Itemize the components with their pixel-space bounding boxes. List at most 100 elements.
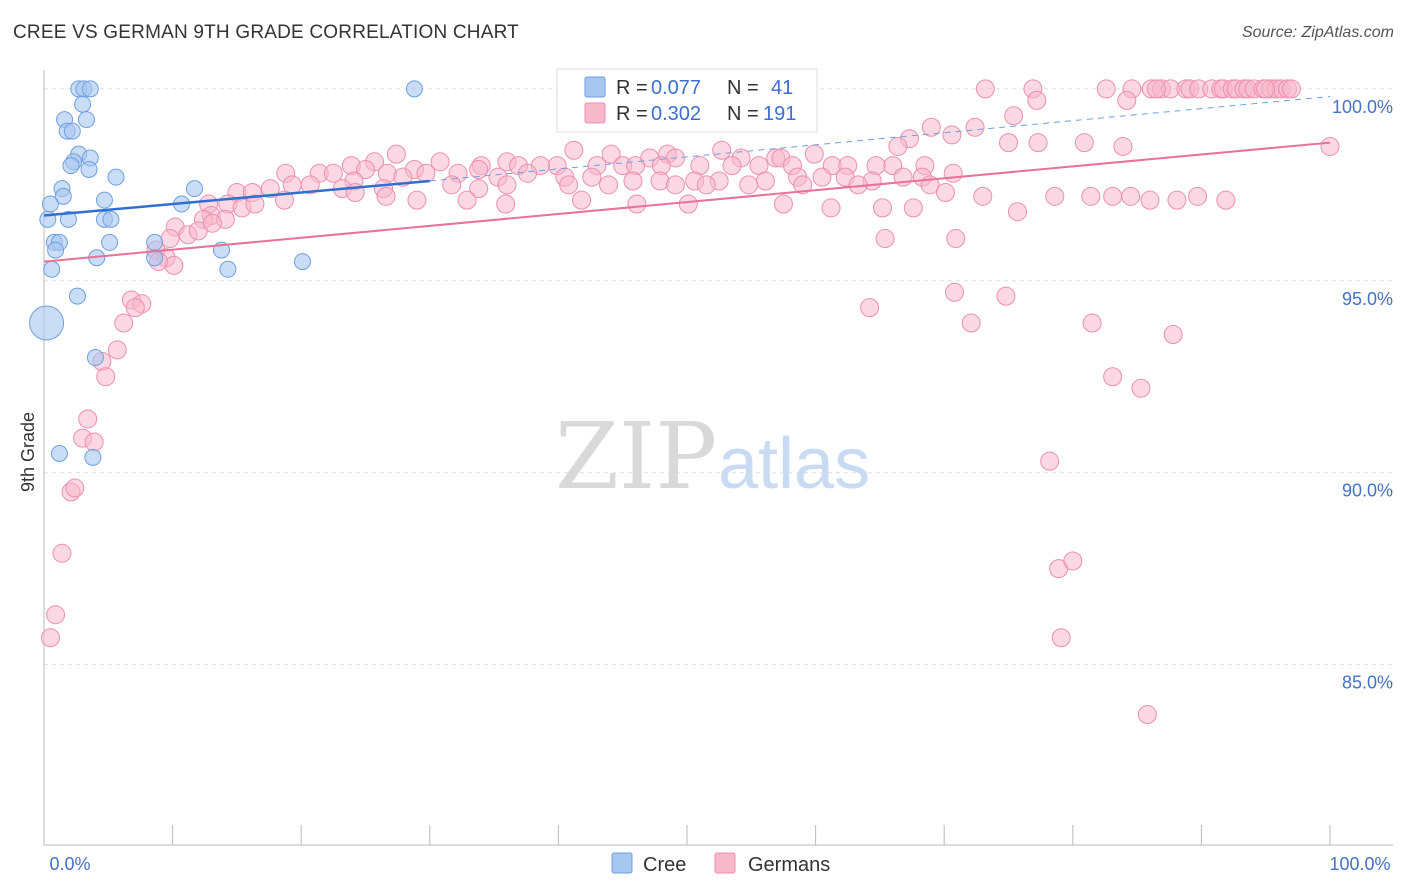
series-legend: Cree Germans — [611, 852, 830, 876]
german-point — [1131, 378, 1151, 398]
german-point — [712, 140, 732, 160]
legend-r-value-germans: 0.302 — [651, 103, 701, 125]
cree-point — [185, 180, 203, 198]
cree-point — [146, 249, 164, 267]
german-point — [430, 152, 450, 172]
cree-point — [62, 157, 80, 175]
german-point — [1045, 186, 1065, 206]
german-point — [1103, 367, 1123, 387]
y-axis-title: 9th Grade — [18, 412, 38, 492]
cree-point — [74, 95, 92, 113]
german-point — [1117, 90, 1137, 110]
chart-title: CREE VS GERMAN 9TH GRADE CORRELATION CHA… — [13, 22, 519, 43]
german-point — [96, 367, 116, 387]
legend-swatch-germans — [584, 102, 606, 124]
german-point — [564, 140, 584, 160]
german-point — [582, 167, 602, 187]
german-point — [1040, 451, 1060, 471]
cree-trend-line-extended — [429, 96, 1331, 182]
german-point — [1320, 136, 1340, 156]
cree-trend-line — [43, 179, 430, 217]
german-point — [665, 175, 685, 195]
watermark-zip: ZIP — [555, 403, 717, 510]
german-point — [1163, 325, 1183, 345]
cree-point — [86, 349, 104, 367]
german-point — [627, 194, 647, 214]
german-point — [1074, 133, 1094, 153]
german-point — [599, 175, 619, 195]
german-point — [416, 163, 436, 183]
german-point — [1281, 79, 1301, 99]
watermark: ZIP atlas — [555, 403, 870, 510]
german-point — [773, 194, 793, 214]
german-point — [946, 229, 966, 249]
cree-point — [80, 160, 98, 178]
german-point — [722, 156, 742, 176]
bottom-legend-label-cree: Cree — [643, 854, 686, 876]
german-point — [821, 198, 841, 218]
german-point — [1167, 190, 1187, 210]
cree-point — [43, 260, 61, 278]
german-points — [40, 79, 1340, 724]
legend-r-label-cree: R = — [616, 77, 648, 99]
german-point — [202, 213, 222, 233]
german-point — [872, 198, 892, 218]
german-point — [457, 190, 477, 210]
legend-r-label-germans: R = — [616, 103, 648, 125]
bottom-legend-swatch-cree — [611, 852, 633, 874]
cree-point — [29, 305, 65, 341]
cree-point — [68, 287, 86, 305]
german-point — [260, 179, 280, 199]
cree-point — [95, 191, 113, 209]
german-point — [114, 313, 134, 333]
german-point — [274, 190, 294, 210]
x-tick-label-min: 0.0% — [49, 854, 90, 874]
trend-lines — [43, 96, 1331, 263]
german-point — [1028, 133, 1048, 153]
german-point — [559, 175, 579, 195]
legend-n-label-germans: N = — [727, 103, 759, 125]
german-point — [469, 179, 489, 199]
y-tick-label: 85.0% — [1342, 673, 1393, 693]
german-point — [973, 186, 993, 206]
german-point — [921, 117, 941, 137]
cree-point — [77, 111, 95, 129]
german-point — [935, 183, 955, 202]
german-point — [1121, 186, 1141, 206]
cree-points — [29, 80, 423, 466]
german-point — [1103, 186, 1123, 206]
cree-point — [102, 210, 120, 228]
bottom-legend-swatch-germans — [714, 852, 736, 874]
cree-point — [84, 448, 102, 466]
cree-point — [107, 168, 125, 186]
german-point — [1051, 628, 1071, 648]
german-point — [1096, 79, 1116, 99]
german-point — [1137, 705, 1157, 724]
german-point — [78, 409, 98, 429]
legend-swatch-cree — [584, 76, 606, 98]
cree-point — [59, 210, 77, 228]
german-point — [755, 171, 775, 191]
german-point — [469, 159, 489, 179]
german-point — [943, 163, 963, 183]
cree-point — [146, 233, 164, 251]
german-point — [944, 282, 964, 302]
german-point — [323, 163, 343, 183]
legend-n-value-cree: 41 — [771, 77, 793, 99]
cree-point — [293, 253, 311, 271]
german-point — [393, 167, 413, 187]
german-point — [84, 432, 104, 452]
german-point — [942, 125, 962, 145]
german-point — [496, 194, 516, 214]
source-label: Source: ZipAtlas.com — [1241, 24, 1394, 41]
legend-n-value-germans: 191 — [763, 103, 796, 125]
german-point — [996, 286, 1016, 306]
y-tick-label: 100.0% — [1332, 97, 1393, 117]
german-point — [1140, 190, 1160, 210]
german-point — [903, 198, 923, 218]
german-point — [1146, 79, 1166, 99]
german-point — [999, 133, 1018, 153]
cree-point — [41, 195, 59, 213]
bottom-legend-label-germans: Germans — [748, 854, 830, 876]
